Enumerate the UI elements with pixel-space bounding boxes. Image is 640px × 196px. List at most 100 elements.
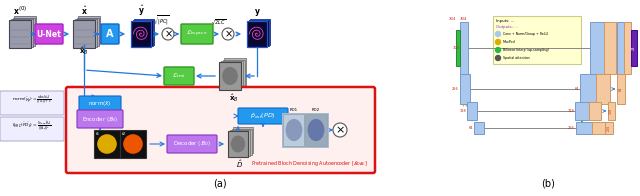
- FancyBboxPatch shape: [576, 122, 592, 134]
- FancyBboxPatch shape: [305, 114, 327, 146]
- Ellipse shape: [308, 120, 324, 140]
- FancyBboxPatch shape: [230, 130, 250, 156]
- Text: $\mathbf{y}$: $\mathbf{y}$: [253, 7, 260, 18]
- Text: 128: 128: [460, 109, 466, 113]
- FancyBboxPatch shape: [282, 113, 328, 147]
- Circle shape: [495, 55, 500, 61]
- FancyBboxPatch shape: [134, 19, 154, 45]
- FancyBboxPatch shape: [575, 102, 589, 120]
- FancyBboxPatch shape: [590, 22, 604, 74]
- FancyBboxPatch shape: [592, 122, 606, 134]
- FancyBboxPatch shape: [94, 130, 120, 158]
- FancyBboxPatch shape: [596, 74, 610, 104]
- FancyBboxPatch shape: [35, 24, 63, 44]
- FancyBboxPatch shape: [132, 20, 152, 46]
- Text: $\hat{\mathbf{x}}_B$: $\hat{\mathbf{x}}_B$: [229, 92, 239, 103]
- Text: (b): (b): [541, 178, 555, 188]
- Ellipse shape: [286, 120, 301, 140]
- Text: $\sqrt{|PC|}$: $\sqrt{|PC|}$: [153, 15, 170, 27]
- FancyBboxPatch shape: [77, 18, 99, 46]
- Ellipse shape: [98, 135, 116, 153]
- Circle shape: [495, 47, 500, 53]
- Text: Outputs: ...: Outputs: ...: [496, 25, 518, 29]
- FancyBboxPatch shape: [79, 96, 121, 112]
- Text: 304: 304: [460, 17, 467, 21]
- Text: $\mathrm{norm}(\hat{y}_p) = \frac{\mathrm{abs}(\hat{x}_p)}{||\hat{x}_p|| + \epsi: $\mathrm{norm}(\hat{y}_p) = \frac{\mathr…: [12, 94, 52, 106]
- FancyBboxPatch shape: [247, 21, 267, 47]
- FancyBboxPatch shape: [248, 20, 269, 46]
- Text: 256: 256: [607, 125, 611, 131]
- Text: 304: 304: [452, 46, 459, 50]
- Circle shape: [162, 28, 174, 40]
- Circle shape: [333, 123, 347, 137]
- FancyBboxPatch shape: [11, 19, 33, 47]
- FancyBboxPatch shape: [228, 131, 248, 157]
- Text: (a): (a): [213, 178, 227, 188]
- Text: $\times$: $\times$: [335, 125, 345, 135]
- FancyBboxPatch shape: [79, 16, 100, 44]
- FancyBboxPatch shape: [13, 18, 35, 46]
- Text: 64: 64: [468, 126, 473, 130]
- Text: 128: 128: [609, 108, 613, 114]
- Text: U-Net: U-Net: [36, 30, 61, 38]
- FancyBboxPatch shape: [605, 122, 613, 134]
- FancyBboxPatch shape: [131, 21, 151, 47]
- Text: $\sqrt{2LC}$: $\sqrt{2LC}$: [211, 19, 227, 27]
- Text: 256: 256: [568, 126, 575, 130]
- FancyBboxPatch shape: [238, 108, 288, 124]
- FancyBboxPatch shape: [493, 16, 581, 64]
- FancyBboxPatch shape: [467, 102, 477, 120]
- Text: Conv + Norm/Group + ReLU: Conv + Norm/Group + ReLU: [503, 32, 548, 36]
- Text: Spatial attention: Spatial attention: [503, 56, 530, 60]
- Text: 304: 304: [449, 17, 456, 21]
- Text: A: A: [106, 29, 114, 39]
- FancyBboxPatch shape: [167, 135, 217, 153]
- FancyBboxPatch shape: [250, 19, 270, 45]
- FancyBboxPatch shape: [604, 22, 616, 74]
- FancyBboxPatch shape: [9, 20, 31, 48]
- FancyBboxPatch shape: [181, 24, 213, 44]
- Text: $\hat{D}$: $\hat{D}$: [236, 159, 244, 170]
- FancyBboxPatch shape: [77, 110, 123, 128]
- FancyBboxPatch shape: [15, 16, 36, 44]
- FancyBboxPatch shape: [456, 30, 460, 66]
- Text: Inputs: ...: Inputs: ...: [496, 19, 515, 23]
- Text: 128: 128: [567, 109, 574, 113]
- FancyBboxPatch shape: [460, 74, 470, 104]
- Ellipse shape: [232, 136, 244, 152]
- FancyBboxPatch shape: [223, 60, 244, 88]
- FancyBboxPatch shape: [283, 114, 304, 146]
- Text: $\mathcal{L}_{\mathrm{tmi}}$: $\mathcal{L}_{\mathrm{tmi}}$: [172, 72, 186, 80]
- FancyBboxPatch shape: [608, 102, 615, 120]
- Text: $\mathrm{norm}(\hat{x})$: $\mathrm{norm}(\hat{x})$: [88, 99, 112, 109]
- FancyBboxPatch shape: [474, 122, 484, 134]
- Text: Pretrained Bloch Denoising Autoencoder $[\mathcal{B}_{DAE}]$: Pretrained Bloch Denoising Autoencoder $…: [252, 159, 368, 168]
- Text: 24: 24: [632, 46, 636, 50]
- Circle shape: [495, 40, 500, 44]
- Circle shape: [222, 28, 234, 40]
- FancyBboxPatch shape: [75, 19, 97, 47]
- FancyBboxPatch shape: [73, 20, 95, 48]
- Text: $\hat{\mathbf{y}}$: $\hat{\mathbf{y}}$: [138, 4, 145, 18]
- Circle shape: [495, 32, 500, 36]
- Text: $\mathbf{x}^{(0)}$: $\mathbf{x}^{(0)}$: [13, 5, 27, 17]
- Text: MaxPool: MaxPool: [503, 40, 516, 44]
- FancyBboxPatch shape: [624, 22, 631, 74]
- Text: $\times$: $\times$: [164, 29, 172, 39]
- Text: Encoder $(\mathcal{B}_E)$: Encoder $(\mathcal{B}_E)$: [82, 114, 118, 123]
- Ellipse shape: [223, 68, 237, 84]
- FancyBboxPatch shape: [101, 24, 119, 44]
- Text: $\times$: $\times$: [223, 29, 232, 39]
- Text: $\hat{p}_{est}(PD)$: $\hat{p}_{est}(PD)$: [250, 111, 276, 121]
- FancyBboxPatch shape: [232, 129, 252, 155]
- Text: 64: 64: [619, 87, 623, 91]
- Text: $\hat{\mathbf{x}}_B$: $\hat{\mathbf{x}}_B$: [79, 45, 89, 57]
- FancyBboxPatch shape: [0, 117, 64, 141]
- FancyBboxPatch shape: [617, 74, 625, 104]
- FancyBboxPatch shape: [221, 61, 243, 89]
- Text: t2: t2: [122, 132, 126, 136]
- Text: PD1: PD1: [290, 108, 298, 112]
- FancyBboxPatch shape: [589, 102, 601, 120]
- Text: 256: 256: [452, 87, 459, 91]
- Text: Decoder $(\mathcal{B}_D)$: Decoder $(\mathcal{B}_D)$: [173, 140, 211, 149]
